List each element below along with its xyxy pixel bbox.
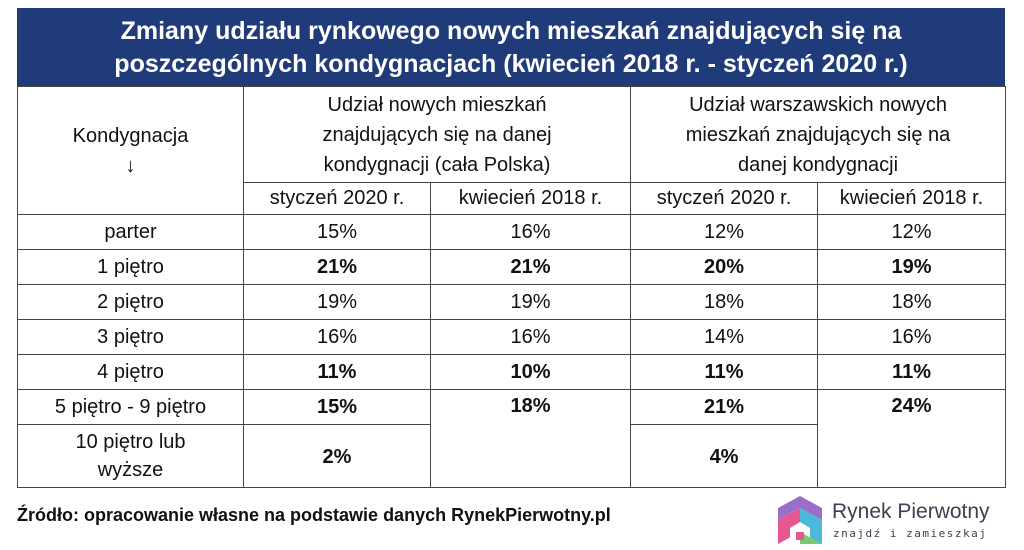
value-cell: 2% xyxy=(243,424,431,488)
group-polska-line: Udział nowych mieszkań xyxy=(327,93,547,116)
floor-label: 4 piętro xyxy=(17,354,244,390)
value-cell: 21% xyxy=(429,249,632,285)
value-cell: 12% xyxy=(817,214,1007,250)
table-row: 1 piętro 21% 21% 20% 19% xyxy=(17,249,1007,285)
value-cell-merged: 24% xyxy=(817,389,1007,488)
group-warszawa-line: danej kondygnacji xyxy=(737,153,899,176)
table-row: 4 piętro 11% 10% 11% 11% xyxy=(17,354,1007,390)
floor-label: 10 piętro lub wyższe xyxy=(17,424,244,488)
floor-label: 2 piętro xyxy=(17,284,244,320)
value-cell: 4% xyxy=(630,424,819,488)
value-cell: 19% xyxy=(243,284,431,320)
subheader-polska-2020: styczeń 2020 r. xyxy=(243,182,431,215)
floor-header-label: Kondygnacja xyxy=(72,124,189,147)
value-cell: 20% xyxy=(630,249,819,285)
subheader-warszawa-2020: styczeń 2020 r. xyxy=(630,182,819,215)
table-row: 2 piętro 19% 19% 18% 18% xyxy=(17,284,1007,320)
subheader-warszawa-2018: kwiecień 2018 r. xyxy=(817,182,1007,215)
table-row: 10 piętro lub wyższe 2% 4% xyxy=(17,424,1006,488)
floor-column-header: Kondygnacja ↓ xyxy=(17,86,244,215)
floor-share-table: Kondygnacja ↓ Udział nowych mieszkań zna… xyxy=(17,86,1007,488)
value-cell-merged: 18% xyxy=(429,389,632,488)
value-cell: 11% xyxy=(243,354,431,390)
subheader-polska-2018: kwiecień 2018 r. xyxy=(429,182,632,215)
value-cell: 19% xyxy=(817,249,1007,285)
logo-name: Rynek Pierwotny xyxy=(832,500,990,523)
value-cell: 10% xyxy=(429,354,632,390)
table-row: parter 15% 16% 12% 12% xyxy=(17,214,1007,250)
floor-label: parter xyxy=(17,214,244,250)
value-cell: 21% xyxy=(243,249,431,285)
source-note: Źródło: opracowanie własne na podstawie … xyxy=(17,505,611,525)
floor-label: 3 piętro xyxy=(17,319,244,355)
subheader-row: styczeń 2020 r. kwiecień 2018 r. styczeń… xyxy=(18,182,1007,215)
group-polska-line: znajdujących się na danej xyxy=(322,123,552,146)
value-cell: 18% xyxy=(630,284,819,320)
brand-logo: Rynek Pierwotny znajdź i zamieszkaj xyxy=(776,494,1006,546)
value-cell: 18% xyxy=(817,284,1007,320)
floor-label: 1 piętro xyxy=(17,249,244,285)
group-warszawa-line: mieszkań znajdujących się na xyxy=(685,123,951,146)
page-title: Zmiany udziału rynkowego nowych mieszkań… xyxy=(17,8,1005,87)
floor-label: 5 piętro - 9 piętro xyxy=(17,389,244,425)
value-cell: 15% xyxy=(243,214,431,250)
value-cell: 19% xyxy=(429,284,632,320)
group-warszawa-line: Udział warszawskich nowych xyxy=(689,93,947,116)
value-cell: 11% xyxy=(817,354,1007,390)
value-cell: 15% xyxy=(243,389,431,425)
table-row: 3 piętro 16% 16% 14% 16% xyxy=(17,319,1007,355)
house-logo-icon xyxy=(778,496,822,544)
floor-label-line: wyższe xyxy=(97,459,164,481)
value-cell: 11% xyxy=(630,354,819,390)
floor-label-line: 10 piętro lub xyxy=(75,431,186,453)
value-cell: 16% xyxy=(429,319,632,355)
group-polska-line: kondygnacji (cała Polska) xyxy=(323,153,551,176)
value-cell: 16% xyxy=(817,319,1007,355)
down-arrow-icon: ↓ xyxy=(125,154,136,177)
value-cell: 12% xyxy=(630,214,819,250)
title-line-2: poszczególnych kondygnacjach (kwiecień 2… xyxy=(114,49,908,78)
logo-tagline: znajdź i zamieszkaj xyxy=(833,527,988,540)
value-cell: 16% xyxy=(243,319,431,355)
header-row: Kondygnacja ↓ Udział nowych mieszkań zna… xyxy=(17,86,1007,215)
table-row: 5 piętro - 9 piętro 15% 18% 21% 24% xyxy=(17,389,1007,488)
value-cell: 14% xyxy=(630,319,819,355)
value-cell: 21% xyxy=(630,389,819,425)
group-header-warszawa: Udział warszawskich nowych mieszkań znaj… xyxy=(630,86,1007,183)
value-cell: 16% xyxy=(429,214,632,250)
title-line-1: Zmiany udziału rynkowego nowych mieszkań… xyxy=(120,16,902,45)
group-header-polska: Udział nowych mieszkań znajdujących się … xyxy=(242,86,632,183)
